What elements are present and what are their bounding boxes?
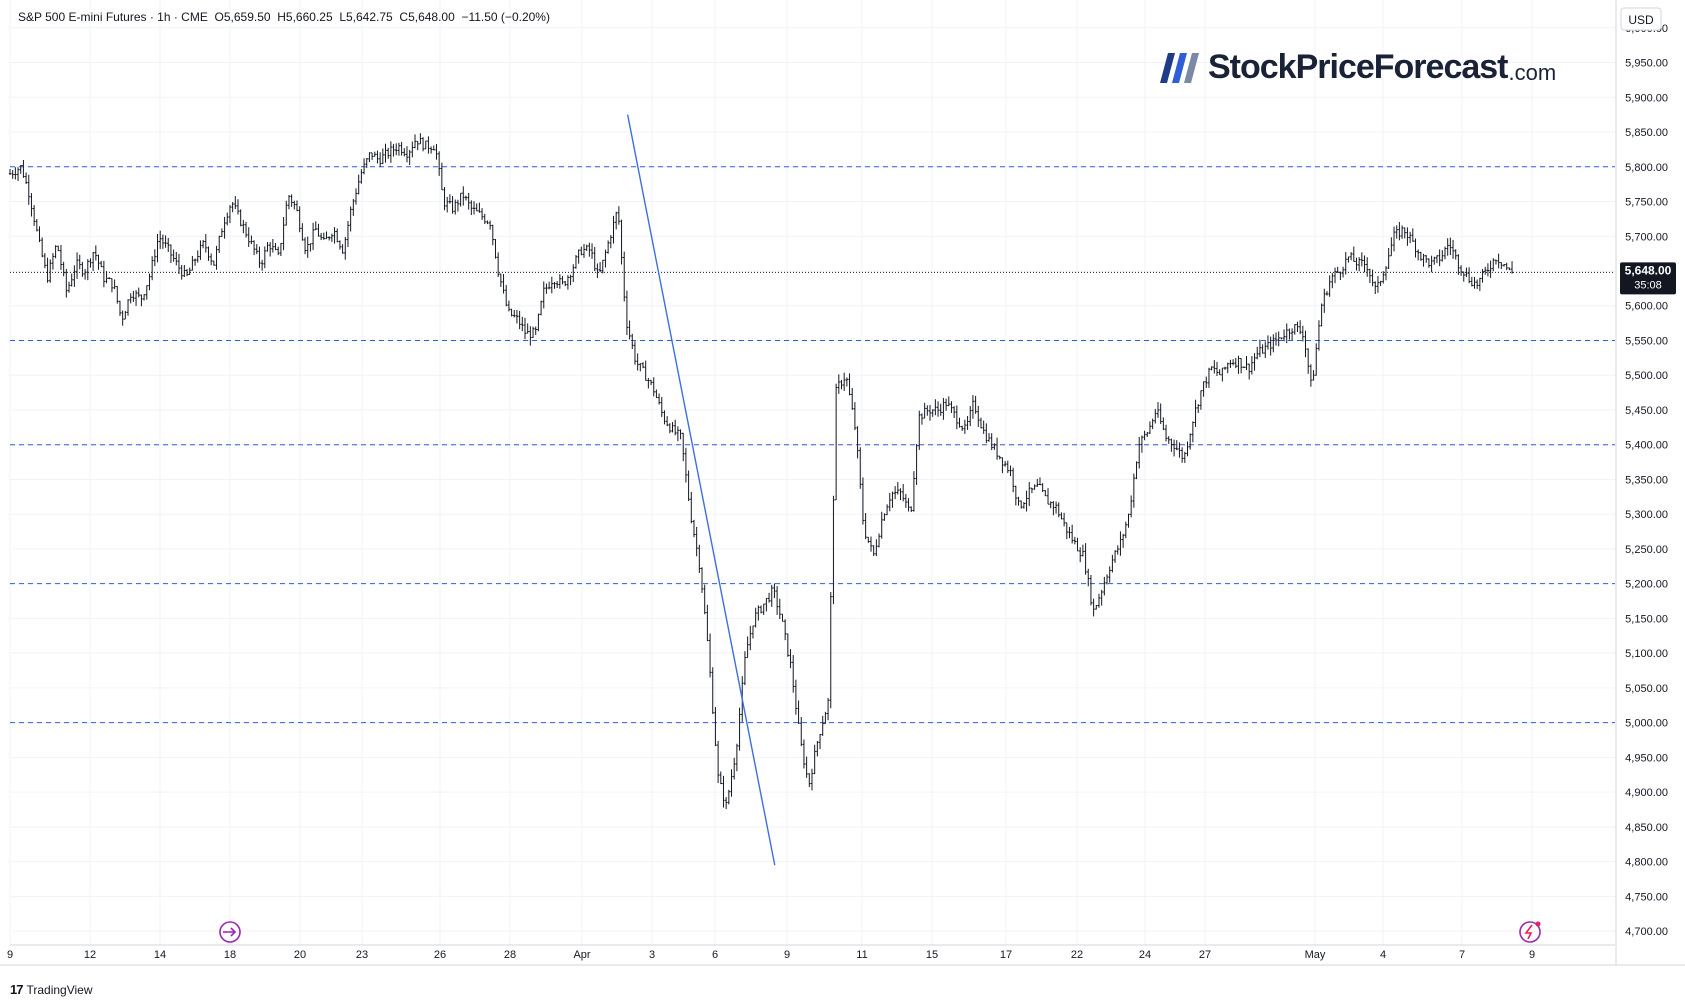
event-icon-dividend[interactable] <box>219 921 241 943</box>
y-tick-label: 4,900.00 <box>1625 787 1668 799</box>
brand-logo-icon <box>1160 52 1199 83</box>
x-tick-label: 23 <box>356 949 368 961</box>
y-tick-label: 5,500.00 <box>1625 370 1668 382</box>
y-tick-label: 5,050.00 <box>1625 683 1668 695</box>
y-tick-label: 5,800.00 <box>1625 162 1668 174</box>
low-label: L <box>339 10 346 24</box>
x-tick-label: 20 <box>294 949 306 961</box>
candles <box>8 133 1514 810</box>
tradingview-icon: 17 <box>10 982 24 997</box>
x-tick-label: 4 <box>1380 949 1386 961</box>
x-tick-label: 12 <box>84 949 96 961</box>
y-tick-label: 4,700.00 <box>1625 926 1668 938</box>
y-tick-label: 4,750.00 <box>1625 891 1668 903</box>
x-tick-label: 9 <box>784 949 790 961</box>
x-tick-label: 26 <box>434 949 446 961</box>
x-tick-label: 28 <box>504 949 516 961</box>
x-tick-label: 7 <box>1459 949 1465 961</box>
open-label: O <box>214 10 224 24</box>
event-icon-earnings[interactable] <box>1519 921 1541 943</box>
y-tick-label: 5,300.00 <box>1625 509 1668 521</box>
y-tick-label: 5,250.00 <box>1625 544 1668 556</box>
y-tick-label: 5,600.00 <box>1625 301 1668 313</box>
brand-watermark: StockPriceForecast .com <box>1160 48 1556 87</box>
open-value: 5,659.50 <box>223 10 271 24</box>
brand-name: StockPriceForecast <box>1208 48 1508 86</box>
symbol-title: S&P 500 E-mini Futures · 1h · CME <box>18 10 208 24</box>
y-tick-label: 5,150.00 <box>1625 613 1668 625</box>
y-tick-label: 5,950.00 <box>1625 58 1668 70</box>
x-tick-label: May <box>1305 949 1326 961</box>
x-tick-label: 27 <box>1199 949 1211 961</box>
tradingview-logo[interactable]: 17 TradingView <box>10 982 93 997</box>
y-tick-label: 5,400.00 <box>1625 440 1668 452</box>
y-axis: 4,700.00 4,750.00 4,800.00 4,850.00 4,900.00… <box>1625 23 1668 938</box>
change-value: −11.50 (−0.20%) <box>461 10 550 24</box>
y-tick-label: 4,950.00 <box>1625 752 1668 764</box>
y-tick-label: 5,850.00 <box>1625 127 1668 139</box>
x-tick-label: 15 <box>926 949 938 961</box>
x-tick-label: 24 <box>1139 949 1151 961</box>
x-tick-label: 11 <box>856 949 867 961</box>
last-price-label: 5,648.00 35:08 <box>1620 262 1676 295</box>
y-tick-label: 5,450.00 <box>1625 405 1668 417</box>
currency-box[interactable]: USD <box>1620 7 1662 31</box>
y-tick-label: 5,750.00 <box>1625 197 1668 209</box>
bar-countdown: 35:08 <box>1634 279 1662 291</box>
high-label: H <box>277 10 286 24</box>
x-tick-label: 9 <box>1529 949 1535 961</box>
currency-label: USD <box>1628 13 1654 27</box>
gridlines <box>9 0 1615 945</box>
brand-tld: .com <box>1508 59 1557 85</box>
x-tick-label: 18 <box>224 949 236 961</box>
x-tick-label: 14 <box>154 949 166 961</box>
high-value: 5,660.25 <box>285 10 333 24</box>
downtrend-line <box>626 114 776 866</box>
y-tick-label: 5,700.00 <box>1625 231 1668 243</box>
symbol-header: S&P 500 E-mini Futures · 1h · CME O5,659… <box>18 10 550 24</box>
tradingview-label: TradingView <box>26 982 93 997</box>
low-value: 5,642.75 <box>346 10 393 24</box>
x-axis: 9 12 14 18 20 23 26 28 Apr 3 6 9 11 15 17 22 24 27 May 4 7 9 <box>7 949 1535 961</box>
x-tick-label: 17 <box>1000 949 1012 961</box>
y-tick-label: 5,900.00 <box>1625 92 1668 104</box>
y-tick-label: 4,850.00 <box>1625 822 1668 834</box>
y-tick-label: 5,550.00 <box>1625 335 1668 347</box>
close-label: C <box>399 10 409 24</box>
x-tick-label: 9 <box>7 949 13 961</box>
y-tick-label: 5,100.00 <box>1625 648 1668 660</box>
y-tick-label: 4,800.00 <box>1625 857 1668 869</box>
x-tick-label: 6 <box>712 949 718 961</box>
last-price-value: 5,648.00 <box>1625 263 1672 277</box>
y-tick-label: 5,350.00 <box>1625 474 1668 486</box>
x-tick-label: Apr <box>573 949 590 961</box>
y-tick-label: 5,000.00 <box>1625 718 1668 730</box>
x-tick-label: 22 <box>1071 949 1083 961</box>
x-tick-label: 3 <box>649 949 655 961</box>
close-value: 5,648.00 <box>408 10 455 24</box>
y-tick-label: 5,200.00 <box>1625 579 1668 591</box>
support-resistance-levels <box>10 166 1615 724</box>
chart-borders <box>0 0 1685 966</box>
